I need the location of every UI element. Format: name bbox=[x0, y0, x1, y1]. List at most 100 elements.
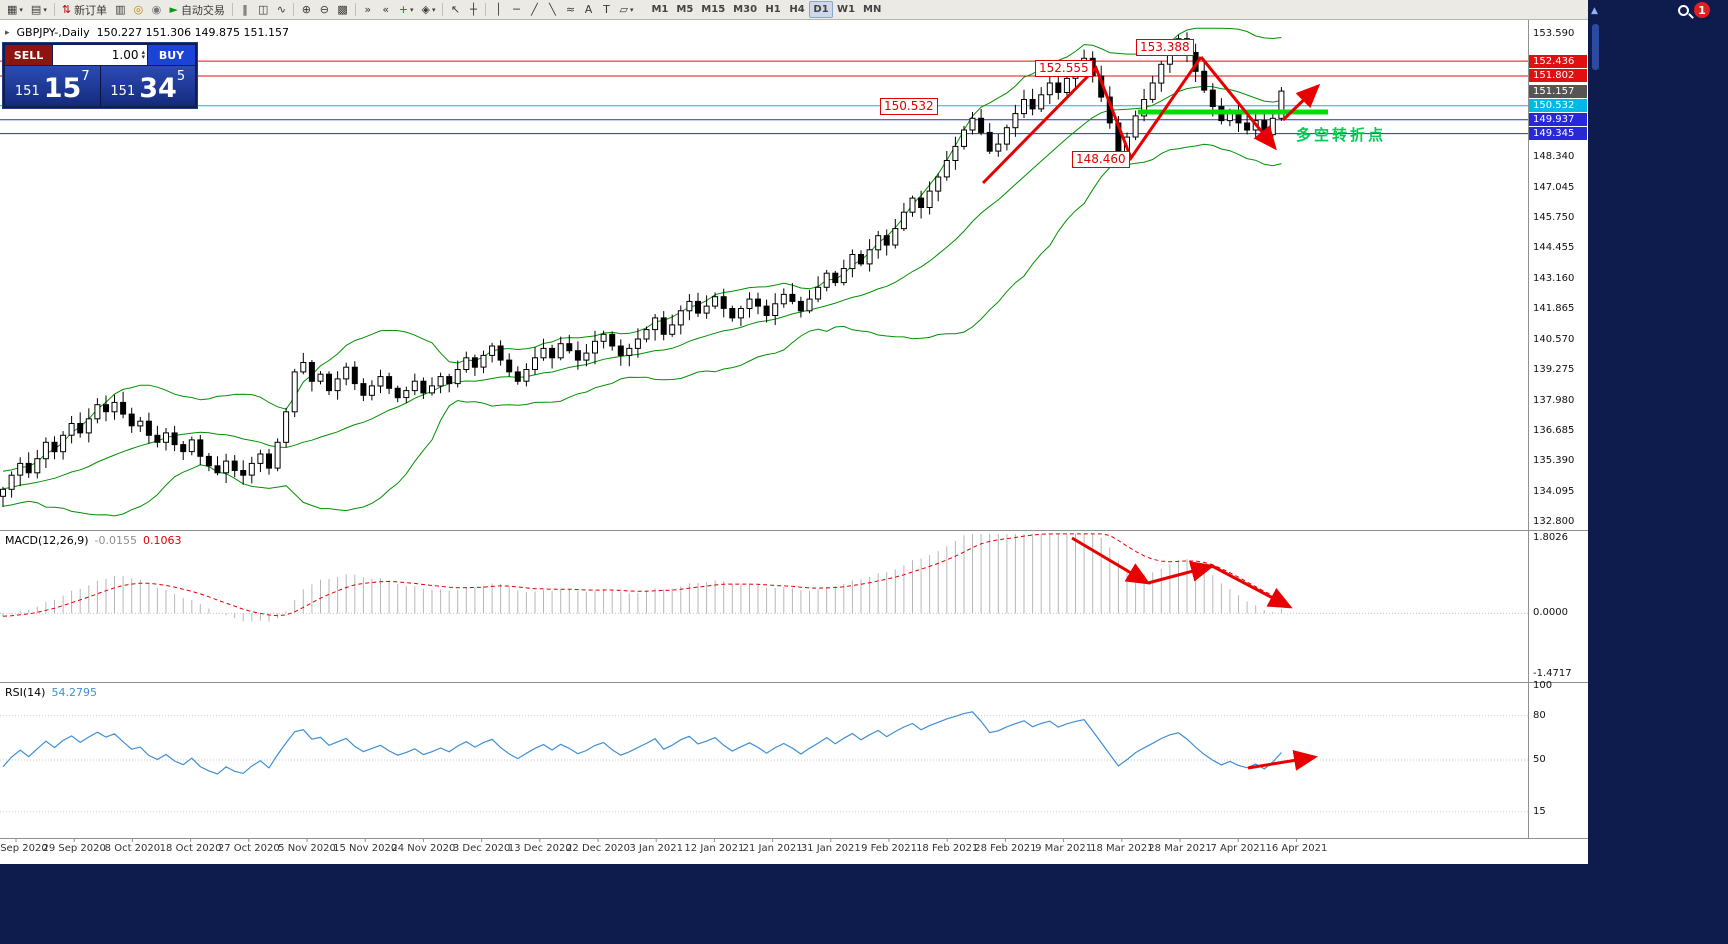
refresh[interactable]: ◉ bbox=[147, 1, 165, 18]
rsi-scale-label: 50 bbox=[1533, 754, 1546, 765]
time-axis-label: 28 Feb 2021 bbox=[974, 843, 1037, 854]
label-tool[interactable]: T bbox=[597, 1, 615, 18]
shapes-menu[interactable]: ▱ ▾ bbox=[615, 1, 637, 18]
sell-button[interactable]: SELL bbox=[5, 45, 52, 65]
vertical-line-tool[interactable]: │ bbox=[489, 1, 507, 18]
price-axis-label: 141.865 bbox=[1533, 303, 1575, 315]
rsi-label: RSI(14) bbox=[5, 686, 46, 699]
lot-size-field[interactable]: 1.00 ▴ ▾ bbox=[53, 45, 147, 65]
lot-down-icon[interactable]: ▾ bbox=[141, 53, 145, 61]
rsi-scale-label: 100 bbox=[1533, 680, 1553, 691]
rsi-line bbox=[2, 711, 1282, 775]
tile-windows[interactable]: ▩ bbox=[333, 1, 351, 18]
charts-menu[interactable]: ▦ ▾ bbox=[3, 1, 27, 18]
time-axis-label: 18 Feb 2021 bbox=[916, 843, 979, 854]
fibonacci-tool[interactable]: ≈ bbox=[561, 1, 579, 18]
shapes-menu-icon: ▱ bbox=[619, 3, 628, 16]
chart-shift[interactable]: « bbox=[377, 1, 395, 18]
price-axis-tag: 151.157 bbox=[1529, 84, 1587, 98]
timeframe-MN[interactable]: MN bbox=[863, 4, 882, 15]
timeframe-H1[interactable]: H1 bbox=[765, 4, 781, 15]
search-icon bbox=[1678, 4, 1689, 16]
price-axis-label: 139.275 bbox=[1533, 364, 1575, 376]
horizontal-line-tool[interactable]: ─ bbox=[507, 1, 525, 18]
text-tool[interactable]: A bbox=[579, 1, 597, 18]
profiles-menu[interactable]: ▤ ▾ bbox=[27, 1, 51, 18]
price-callout: 152.555 bbox=[1035, 60, 1093, 77]
zoom-out[interactable]: ⊖ bbox=[315, 1, 333, 18]
timeframe-M1[interactable]: M1 bbox=[651, 4, 669, 15]
channel-tool[interactable]: ╲ bbox=[543, 1, 561, 18]
level-lines bbox=[0, 60, 1528, 135]
time-axis-label: 31 Jan 2021 bbox=[800, 843, 861, 854]
macd-header: MACD(12,26,9) -0.0155 0.1063 bbox=[5, 534, 182, 547]
toolbar-separator bbox=[53, 3, 55, 16]
alerts[interactable]: ◎ bbox=[129, 1, 147, 18]
crosshair-tool[interactable]: ┼ bbox=[464, 1, 482, 18]
indicators-menu[interactable]: + ▾ bbox=[395, 1, 418, 18]
chart-shift-icon: « bbox=[382, 3, 390, 16]
price-callout: 153.388 bbox=[1136, 39, 1194, 56]
buy-price-pips: 34 bbox=[139, 73, 177, 105]
line-mode[interactable]: ∿ bbox=[272, 1, 290, 18]
buy-price-point: 5 bbox=[176, 69, 186, 84]
new-order-button[interactable]: ⇅ 新订单 bbox=[58, 1, 111, 18]
candles-layer bbox=[0, 32, 1285, 507]
price-callout: 148.460 bbox=[1072, 151, 1130, 168]
chart-screenshot[interactable]: ▥ bbox=[111, 1, 129, 18]
trade-panel-controls: SELL 1.00 ▴ ▾ BUY bbox=[5, 45, 195, 65]
price-axis-tag: 152.436 bbox=[1529, 54, 1587, 68]
bars-mode-icon: ‖ bbox=[242, 3, 248, 16]
toolbar-separator bbox=[354, 3, 356, 16]
timeframe-D1[interactable]: D1 bbox=[809, 1, 834, 18]
macd-histogram bbox=[2, 533, 1282, 622]
fibonacci-tool-icon: ≈ bbox=[565, 3, 576, 16]
time-axis-label: 29 Sep 2020 bbox=[42, 843, 106, 854]
caret-icon: ▾ bbox=[409, 5, 414, 14]
line-mode-icon: ∿ bbox=[276, 3, 286, 16]
timeframe-H4[interactable]: H4 bbox=[789, 4, 805, 15]
price-axis-label: 147.045 bbox=[1533, 181, 1575, 193]
price-axis-label: 132.800 bbox=[1533, 516, 1575, 528]
caret-icon: ▾ bbox=[431, 5, 436, 14]
notification-badge: 1 bbox=[1694, 2, 1710, 18]
price-divider bbox=[99, 66, 101, 106]
auto-scroll[interactable]: » bbox=[359, 1, 377, 18]
caret-icon: ▾ bbox=[43, 5, 47, 14]
scroll-up-icon[interactable]: ▲ bbox=[1591, 6, 1598, 16]
scrollbar-thumb[interactable] bbox=[1592, 24, 1599, 70]
channel-tool-icon: ╲ bbox=[549, 3, 556, 16]
time-axis-label: 12 Jan 2021 bbox=[684, 843, 745, 854]
lot-up-icon[interactable]: ▴ bbox=[141, 48, 145, 56]
timeframe-M15[interactable]: M15 bbox=[701, 4, 726, 15]
caret-icon: ▾ bbox=[19, 5, 23, 14]
chart-canvas[interactable] bbox=[0, 20, 1588, 864]
time-axis-label: 20 Sep 2020 bbox=[0, 843, 48, 854]
timeframe-M30[interactable]: M30 bbox=[733, 4, 758, 15]
time-axis-label: 18 Oct 2020 bbox=[159, 843, 222, 854]
sell-price-pips: 15 bbox=[43, 73, 82, 105]
buy-price-display[interactable]: 151 34 5 bbox=[100, 66, 195, 106]
price-callout: 150.532 bbox=[880, 98, 938, 115]
bars-mode[interactable]: ‖ bbox=[236, 1, 254, 18]
rsi-scale-label: 15 bbox=[1533, 805, 1546, 817]
zoom-in[interactable]: ⊕ bbox=[297, 1, 315, 18]
autotrading-button-label: 自动交易 bbox=[180, 3, 225, 17]
timeframe-M5[interactable]: M5 bbox=[676, 4, 694, 15]
price-axis-tag: 149.937 bbox=[1529, 113, 1587, 127]
turning-point-note: 多空转折点 bbox=[1296, 126, 1387, 144]
cursor-tool[interactable]: ↖ bbox=[446, 1, 464, 18]
autotrading-button[interactable]: ► 自动交易 bbox=[165, 1, 228, 18]
buy-price-main: 151 bbox=[110, 83, 136, 99]
sell-price-display[interactable]: 151 15 7 bbox=[5, 66, 100, 106]
buy-button[interactable]: BUY bbox=[148, 45, 195, 65]
symbol-title: GBPJPY-,Daily bbox=[16, 26, 90, 39]
candles-mode[interactable]: ◫ bbox=[254, 1, 272, 18]
templates-menu[interactable]: ◈ ▾ bbox=[417, 1, 439, 18]
timeframe-W1[interactable]: W1 bbox=[837, 4, 856, 15]
one-click-toggle-icon[interactable]: ▸ bbox=[5, 27, 10, 38]
time-axis-label: 21 Jan 2021 bbox=[742, 843, 803, 854]
trendline-tool[interactable]: ╱ bbox=[525, 1, 543, 18]
charts-menu-icon: ▦ bbox=[7, 3, 18, 16]
lot-stepper[interactable]: ▴ ▾ bbox=[141, 48, 145, 61]
